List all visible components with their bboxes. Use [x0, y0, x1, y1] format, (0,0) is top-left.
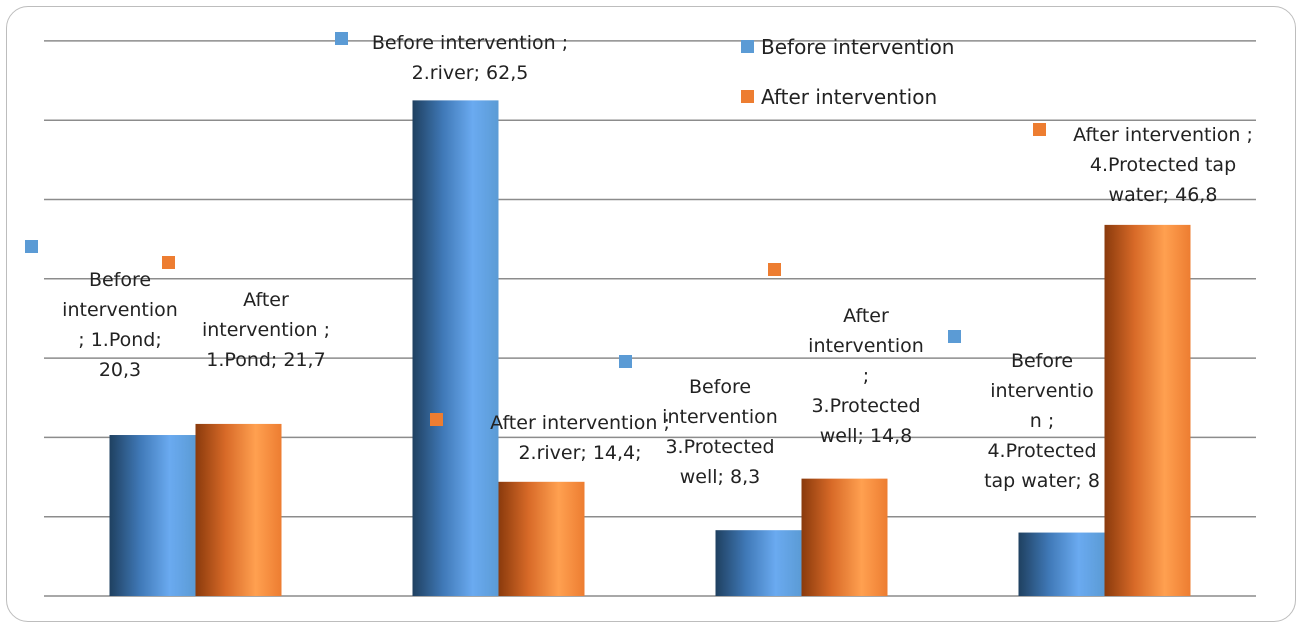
data-label-text: 2.river; 62,5: [412, 62, 529, 84]
data-label-before-intervention-4-protected-tap-water: Before interventio n ; 4.Protected tap water…: [948, 330, 1100, 492]
data-label-text: intervention: [62, 299, 178, 321]
label-marker: [1033, 123, 1046, 136]
data-label-after-intervention-2-river: After intervention ; 2.river; 14,4;: [430, 412, 670, 464]
data-label-text: well; 14,8: [820, 425, 913, 447]
label-marker: [430, 413, 443, 426]
data-label-text: well; 8,3: [680, 466, 760, 488]
data-label-text: 3.Protected: [665, 436, 774, 458]
data-label-text: Before: [1011, 350, 1073, 372]
label-marker: [25, 240, 38, 253]
data-label-after-intervention-4-protected-tap-water: After intervention ; 4.Protected tap water…: [1033, 123, 1253, 206]
data-label-text: 4.Protected: [987, 440, 1096, 462]
data-label-text: After: [843, 305, 889, 327]
data-label-text: After intervention ;: [1073, 124, 1253, 146]
data-label-before-intervention-2-river: Before intervention ; 2.river; 62,5: [335, 32, 568, 84]
data-label-text: intervention: [808, 335, 924, 357]
data-label-text: 20,3: [99, 359, 141, 381]
data-label-text: 3.Protected: [811, 395, 920, 417]
bar-before-intervention-1-pond: [109, 435, 196, 596]
label-marker: [948, 330, 961, 343]
data-label-text: 4.Protected tap: [1090, 154, 1236, 176]
data-label-text: interventio: [990, 380, 1094, 402]
data-label-before-intervention-1-pond: Before intervention ; 1.Pond; 20,3: [25, 240, 178, 381]
legend-swatch: [741, 40, 754, 53]
data-label-text: intervention: [662, 406, 778, 428]
data-label-text: Before intervention ;: [372, 32, 568, 54]
data-label-text: 1.Pond; 21,7: [206, 349, 325, 371]
bar-after-intervention-1-pond: [195, 423, 282, 596]
bar-after-intervention-4-protected-tap-water: [1104, 224, 1191, 596]
data-label-text: water; 46,8: [1109, 184, 1218, 206]
bar-before-intervention-2-river: [412, 100, 499, 596]
bar-before-intervention-4-protected-tap-water: [1018, 532, 1105, 596]
legend: Before intervention After intervention: [741, 35, 954, 109]
data-label-text: After: [243, 289, 289, 311]
data-label-before-intervention-3-protected-well: Before intervention 3.Protected well; 8,3: [619, 355, 778, 488]
legend-swatch: [741, 90, 754, 103]
legend-label: Before intervention: [761, 35, 954, 59]
data-label-text: Before: [689, 376, 751, 398]
data-label-text: 2.river; 14,4;: [518, 442, 641, 464]
bar-after-intervention-3-protected-well: [801, 478, 888, 596]
label-marker: [162, 256, 175, 269]
data-label-text: ;: [863, 365, 869, 387]
data-label-text: intervention ;: [202, 319, 330, 341]
data-label-text: ; 1.Pond;: [78, 329, 161, 351]
legend-label: After intervention: [761, 85, 937, 109]
data-labels: Before intervention ; 1.Pond; 20,3 After inte…: [25, 32, 1253, 492]
legend-item-after-intervention: After intervention: [741, 85, 937, 109]
legend-item-before-intervention: Before intervention: [741, 35, 954, 59]
label-marker: [619, 355, 632, 368]
data-label-text: n ;: [1030, 410, 1054, 432]
bar-before-intervention-3-protected-well: [715, 530, 802, 596]
data-label-text: tap water; 8: [984, 470, 1100, 492]
data-label-text: Before: [89, 269, 151, 291]
label-marker: [768, 263, 781, 276]
data-label-text: After intervention ;: [490, 412, 670, 434]
bars: [109, 100, 1191, 596]
data-label-after-intervention-3-protected-well: After intervention; 3.Protected well; 14,8: [768, 263, 924, 447]
bar-after-intervention-2-river: [498, 481, 585, 596]
data-label-after-intervention-1-pond: After intervention ; 1.Pond; 21,7: [162, 256, 330, 371]
label-marker: [335, 32, 348, 45]
